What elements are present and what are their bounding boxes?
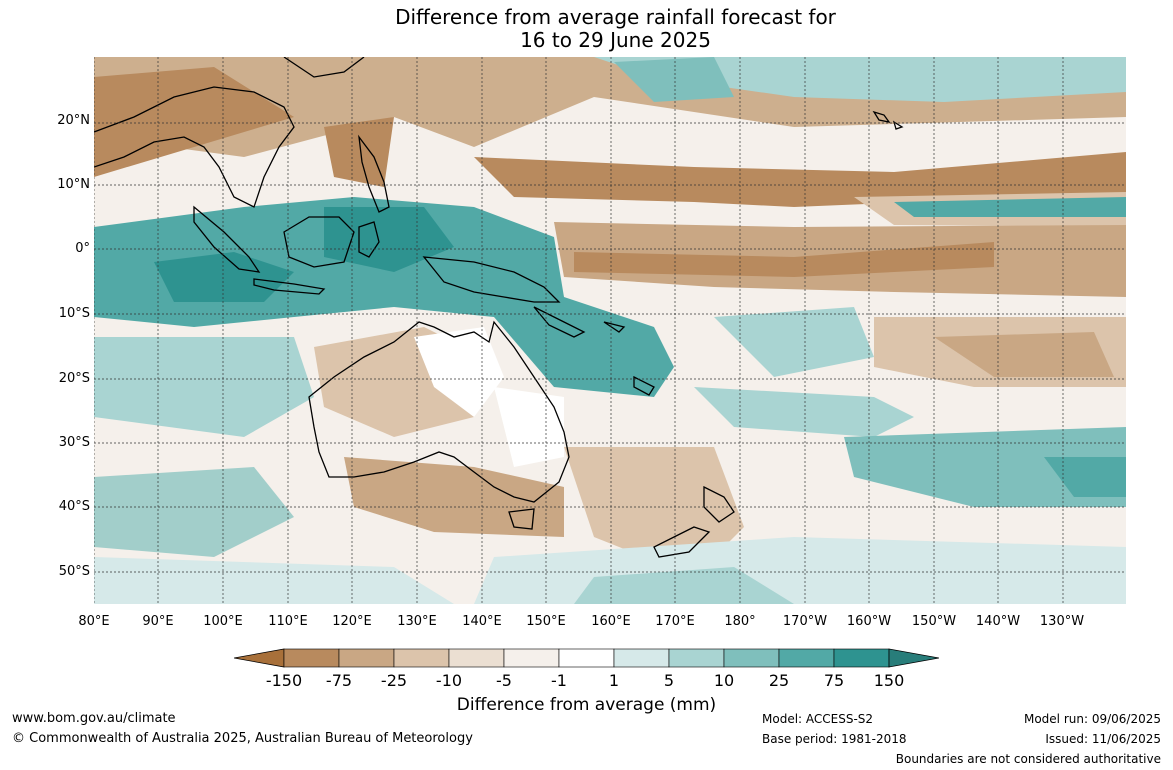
lon-label-140w: 140°W <box>975 614 1021 629</box>
lon-label-150e: 150°E <box>526 614 566 629</box>
lon-label-110e: 110°E <box>268 614 308 629</box>
footer-model: Model: ACCESS-S2 <box>762 712 874 726</box>
footer-url: www.bom.gov.au/climate <box>12 711 176 726</box>
footer-disclaimer: Boundaries are not considered authoritat… <box>895 752 1161 766</box>
colorbar-label-75: 75 <box>823 671 845 690</box>
lon-label-160e: 160°E <box>591 614 631 629</box>
footer-model-run: Model run: 09/06/2025 <box>1023 712 1161 726</box>
lon-label-100e: 100°E <box>203 614 243 629</box>
colorbar-label-m10: -10 <box>435 671 463 690</box>
colorbar-segment <box>393 648 450 668</box>
colorbar-title: Difference from average (mm) <box>456 695 717 715</box>
colorbar-segment <box>833 648 890 668</box>
colorbar-segment <box>338 648 395 668</box>
lon-label-150w: 150°W <box>911 614 957 629</box>
colorbar <box>234 648 939 668</box>
colorbar-label-25: 25 <box>768 671 790 690</box>
rainfall-map <box>94 57 1126 604</box>
lon-label-170w: 170°W <box>782 614 828 629</box>
colorbar-segment <box>558 648 615 668</box>
footer-copyright: © Commonwealth of Australia 2025, Austra… <box>12 731 473 746</box>
colorbar-segment <box>613 648 670 668</box>
lon-label-180: 180° <box>724 614 756 629</box>
lon-label-130w: 130°W <box>1039 614 1085 629</box>
lat-label-40s: 40°S <box>58 499 90 514</box>
colorbar-label-1: 1 <box>608 671 620 690</box>
lat-label-20n: 20°N <box>57 113 90 128</box>
colorbar-segment <box>503 648 560 668</box>
lat-label-50s: 50°S <box>58 564 90 579</box>
colorbar-label-m150: -150 <box>265 671 303 690</box>
colorbar-label-m5: -5 <box>496 671 512 690</box>
colorbar-label-150: 150 <box>873 671 905 690</box>
lon-label-80e: 80°E <box>78 614 110 629</box>
lon-label-90e: 90°E <box>142 614 174 629</box>
lat-label-10n: 10°N <box>57 177 90 192</box>
colorbar-label-5: 5 <box>663 671 675 690</box>
colorbar-segment <box>723 648 780 668</box>
lon-label-170e: 170°E <box>655 614 695 629</box>
footer-base-period: Base period: 1981-2018 <box>762 732 907 746</box>
map-title-line1: Difference from average rainfall forecas… <box>395 5 836 29</box>
lat-label-20s: 20°S <box>58 371 90 386</box>
lon-label-160w: 160°W <box>846 614 892 629</box>
map-title-line2: 16 to 29 June 2025 <box>520 28 711 52</box>
colorbar-label-10: 10 <box>713 671 735 690</box>
colorbar-segment <box>283 648 340 668</box>
colorbar-segment <box>668 648 725 668</box>
lon-label-120e: 120°E <box>332 614 372 629</box>
colorbar-label-m25: -25 <box>380 671 408 690</box>
colorbar-arrow-low <box>234 648 285 668</box>
colorbar-segment <box>778 648 835 668</box>
colorbar-label-m1: -1 <box>551 671 567 690</box>
lon-label-130e: 130°E <box>397 614 437 629</box>
colorbar-arrow-high <box>888 648 939 668</box>
lon-label-140e: 140°E <box>462 614 502 629</box>
lat-label-30s: 30°S <box>58 435 90 450</box>
lat-label-0: 0° <box>75 241 90 256</box>
lat-label-10s: 10°S <box>58 306 90 321</box>
colorbar-label-m75: -75 <box>325 671 353 690</box>
colorbar-segment <box>448 648 505 668</box>
footer-issued: Issued: 11/06/2025 <box>1045 732 1161 746</box>
